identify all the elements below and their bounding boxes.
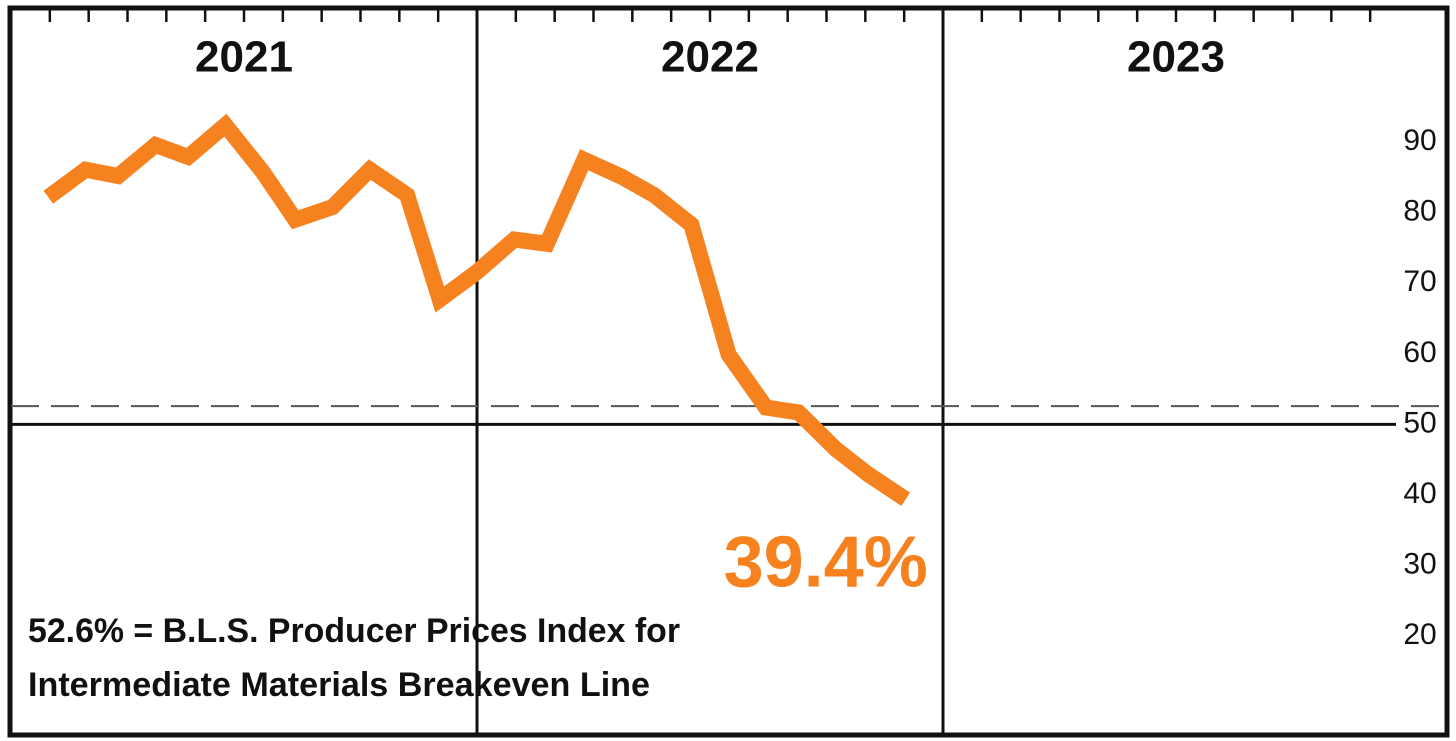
annotation: Intermediate Materials Breakeven Line bbox=[28, 666, 650, 704]
y-tick-label: 50 bbox=[1403, 406, 1436, 439]
y-tick-label: 30 bbox=[1403, 548, 1436, 581]
y-tick-label: 40 bbox=[1403, 477, 1436, 510]
y-tick-label: 60 bbox=[1403, 336, 1436, 369]
x-tick-label: 2022 bbox=[661, 33, 759, 82]
x-tick-label: 2021 bbox=[195, 33, 293, 82]
y-tick-label: 90 bbox=[1403, 124, 1436, 157]
data-line bbox=[43, 113, 911, 506]
x-tick-label: 2023 bbox=[1127, 33, 1225, 82]
y-tick-label: 70 bbox=[1403, 265, 1436, 298]
y-tick-label: 80 bbox=[1403, 195, 1436, 228]
annotation: 52.6% = B.L.S. Producer Prices Index for bbox=[28, 612, 680, 650]
frame bbox=[7, 5, 1450, 738]
value-label: 39.4% bbox=[724, 522, 928, 602]
y-tick-label: 20 bbox=[1403, 618, 1436, 651]
